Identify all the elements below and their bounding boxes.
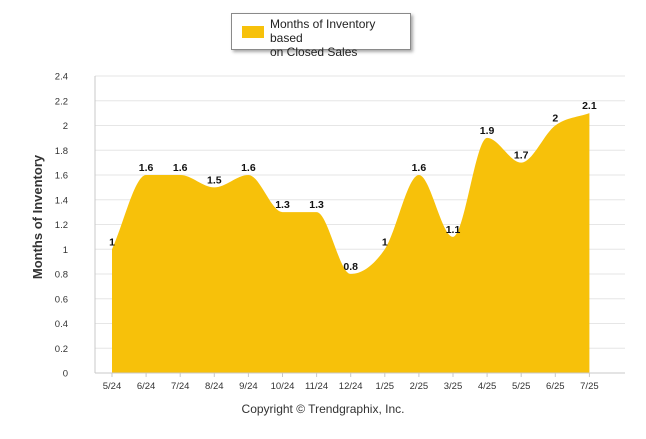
x-tick-label: 7/25	[580, 381, 599, 392]
y-tick-label: 0.6	[55, 294, 68, 305]
x-tick-label: 6/25	[546, 381, 565, 392]
x-tick-label: 5/24	[103, 381, 122, 392]
x-tick-label: 4/25	[478, 381, 497, 392]
data-label: 1.9	[480, 125, 495, 137]
x-tick-label: 11/24	[305, 381, 328, 392]
y-tick-label: 1.4	[55, 195, 68, 206]
data-labels: 1 1.6 1.6 1.5 1.6 1.3 1.3 0.8 1 1.6 1.1 1.9 1.7 2 2.1	[109, 100, 597, 273]
copyright-text: Copyright © Trendgraphix, Inc.	[241, 402, 405, 416]
data-label: 2.1	[582, 100, 597, 112]
data-label: 1.6	[139, 162, 154, 174]
axes	[94, 76, 625, 377]
legend: Months of Inventory based on Closed Sale…	[231, 13, 411, 59]
x-tick-label: 12/24	[339, 381, 363, 392]
data-label: 1.6	[241, 162, 256, 174]
data-label: 1.6	[412, 162, 427, 174]
data-label: 1.3	[275, 199, 290, 211]
data-label: 1.7	[514, 150, 529, 162]
x-tick-label: 10/24	[271, 381, 295, 392]
data-label: 1.5	[207, 174, 222, 186]
legend-label-line-1: Months of Inventory based	[270, 17, 376, 45]
y-tick-label: 2.4	[55, 72, 68, 83]
y-tick-label: 0	[63, 369, 68, 380]
area-fill	[112, 113, 590, 373]
x-tick-label: 6/24	[137, 381, 156, 392]
x-tick-label: 9/24	[239, 381, 258, 392]
data-label: 1.3	[309, 199, 324, 211]
data-label: 1	[109, 236, 115, 248]
y-tick-label: 1.2	[55, 220, 68, 231]
legend-label: Months of Inventory based on Closed Sale…	[270, 17, 410, 59]
legend-label-line-2: on Closed Sales	[270, 45, 358, 59]
x-tick-label: 5/25	[512, 381, 531, 392]
data-label: 2	[552, 113, 558, 125]
x-tick-labels: 5/24 6/24 7/24 8/24 9/24 10/24 11/24 12/24 1/25 2…	[103, 381, 599, 392]
y-tick-label: 0.8	[55, 270, 68, 281]
x-tick-label: 7/24	[171, 381, 190, 392]
y-tick-label: 1	[63, 245, 68, 256]
y-tick-label: 1.6	[55, 171, 68, 182]
y-tick-label: 1.8	[55, 146, 68, 157]
x-tick-label: 1/25	[376, 381, 395, 392]
x-tick-label: 2/25	[410, 381, 429, 392]
x-tick-label: 3/25	[444, 381, 463, 392]
data-label: 0.8	[343, 261, 358, 273]
y-tick-label: 2.2	[55, 96, 68, 107]
y-tick-label: 0.4	[55, 319, 68, 330]
y-tick-label: 2	[63, 121, 68, 132]
y-tick-labels: 0 0.2 0.4 0.6 0.8 1 1.2 1.4 1.6 1.8 2 2.2 2.4	[55, 72, 68, 380]
area-series	[112, 113, 590, 373]
data-label: 1.6	[173, 162, 188, 174]
y-axis-title: Months of Inventory	[30, 154, 45, 279]
x-tick-label: 8/24	[205, 381, 224, 392]
data-label: 1	[382, 236, 388, 248]
legend-swatch	[242, 26, 264, 38]
data-label: 1.1	[446, 224, 461, 236]
y-tick-label: 0.2	[55, 344, 68, 355]
